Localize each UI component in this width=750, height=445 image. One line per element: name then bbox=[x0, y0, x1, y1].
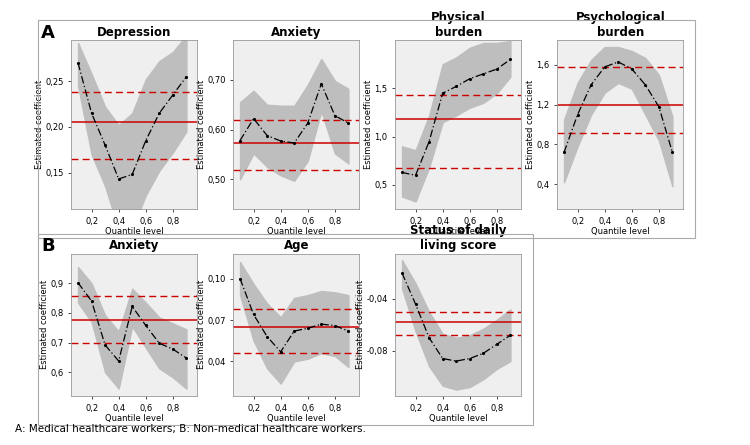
Text: B: B bbox=[41, 237, 55, 255]
X-axis label: Quantile level: Quantile level bbox=[267, 414, 326, 423]
Text: A: Medical healthcare workers; B: Non-medical healthcare workers.: A: Medical healthcare workers; B: Non-me… bbox=[15, 424, 366, 434]
X-axis label: Quantile level: Quantile level bbox=[429, 414, 488, 423]
X-axis label: Quantile level: Quantile level bbox=[105, 414, 164, 423]
Y-axis label: Estimated coefficient: Estimated coefficient bbox=[196, 280, 206, 369]
Y-axis label: Estimated coefficient: Estimated coefficient bbox=[526, 80, 535, 169]
Title: Physical
burden: Physical burden bbox=[431, 11, 485, 39]
Title: Status of daily
living score: Status of daily living score bbox=[410, 224, 506, 252]
X-axis label: Quantile level: Quantile level bbox=[429, 227, 488, 236]
X-axis label: Quantile level: Quantile level bbox=[105, 227, 164, 236]
Y-axis label: Estimated coefficient: Estimated coefficient bbox=[34, 80, 44, 169]
Y-axis label: Estimated coefficient: Estimated coefficient bbox=[196, 80, 206, 169]
Title: Psychological
burden: Psychological burden bbox=[575, 11, 665, 39]
Title: Age: Age bbox=[284, 239, 309, 252]
Y-axis label: Estimated coefficient: Estimated coefficient bbox=[364, 80, 373, 169]
Y-axis label: Estimated coefficient: Estimated coefficient bbox=[40, 280, 49, 369]
Y-axis label: Estimated coefficient: Estimated coefficient bbox=[356, 280, 364, 369]
Title: Depression: Depression bbox=[97, 26, 172, 39]
Text: A: A bbox=[41, 24, 56, 41]
Title: Anxiety: Anxiety bbox=[109, 239, 160, 252]
Title: Anxiety: Anxiety bbox=[271, 26, 322, 39]
X-axis label: Quantile level: Quantile level bbox=[591, 227, 650, 236]
X-axis label: Quantile level: Quantile level bbox=[267, 227, 326, 236]
